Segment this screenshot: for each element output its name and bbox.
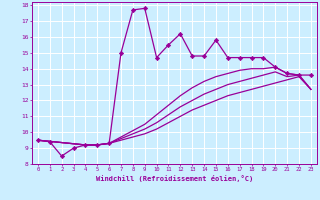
X-axis label: Windchill (Refroidissement éolien,°C): Windchill (Refroidissement éolien,°C)	[96, 175, 253, 182]
